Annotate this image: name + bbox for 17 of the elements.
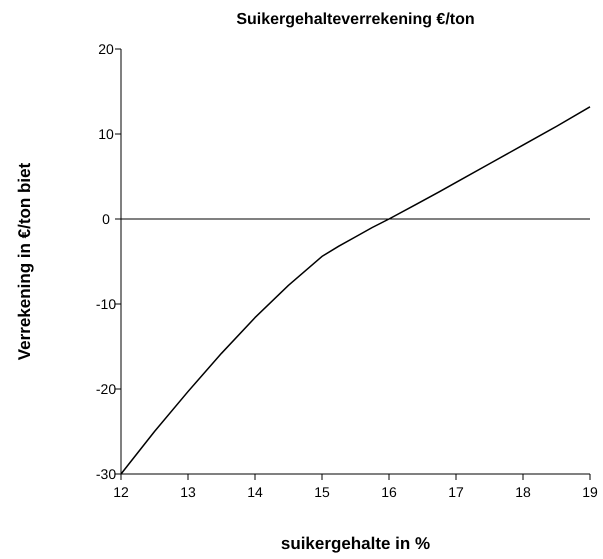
x-tick-label: 18 <box>515 484 531 500</box>
x-tick-label: 13 <box>180 484 196 500</box>
x-axis-title: suikergehalte in % <box>280 534 430 553</box>
x-tick-label: 14 <box>247 484 263 500</box>
y-axis-title: Verrekening in €/ton biet <box>14 162 34 360</box>
x-tick-label: 17 <box>448 484 464 500</box>
x-tick-label: 19 <box>582 484 598 500</box>
y-tick-label: 20 <box>98 40 114 57</box>
x-tick-label: 15 <box>314 484 330 500</box>
y-tick-label: 10 <box>98 126 114 142</box>
y-tick-label: -10 <box>96 296 116 312</box>
x-tick-label: 12 <box>113 484 129 500</box>
x-tick-label: 16 <box>381 484 397 500</box>
y-tick-label: 0 <box>102 210 110 227</box>
y-tick-label: -20 <box>96 380 116 397</box>
chart-title: Suikergehalteverrekening €/ton <box>236 11 475 28</box>
y-tick-label: -30 <box>96 466 116 482</box>
